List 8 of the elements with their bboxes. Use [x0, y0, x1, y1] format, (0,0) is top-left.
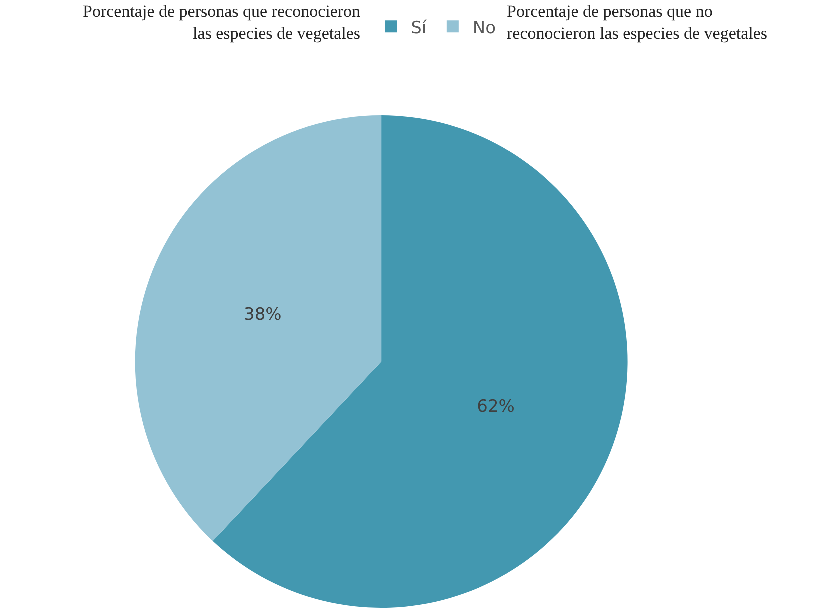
data-label: 38% — [244, 304, 282, 325]
text: Porcentaje de personas que no reconocieron las especies de vegetales — [507, 2, 768, 44]
data-label: 62% — [477, 397, 515, 418]
text: Porcentaje de personas que reconocieron las especies de vegetales — [83, 2, 362, 44]
legend-label: Sí — [411, 18, 428, 38]
legend-label: No — [472, 18, 496, 38]
pie-slice — [136, 116, 382, 542]
pie-slice — [212, 116, 628, 608]
